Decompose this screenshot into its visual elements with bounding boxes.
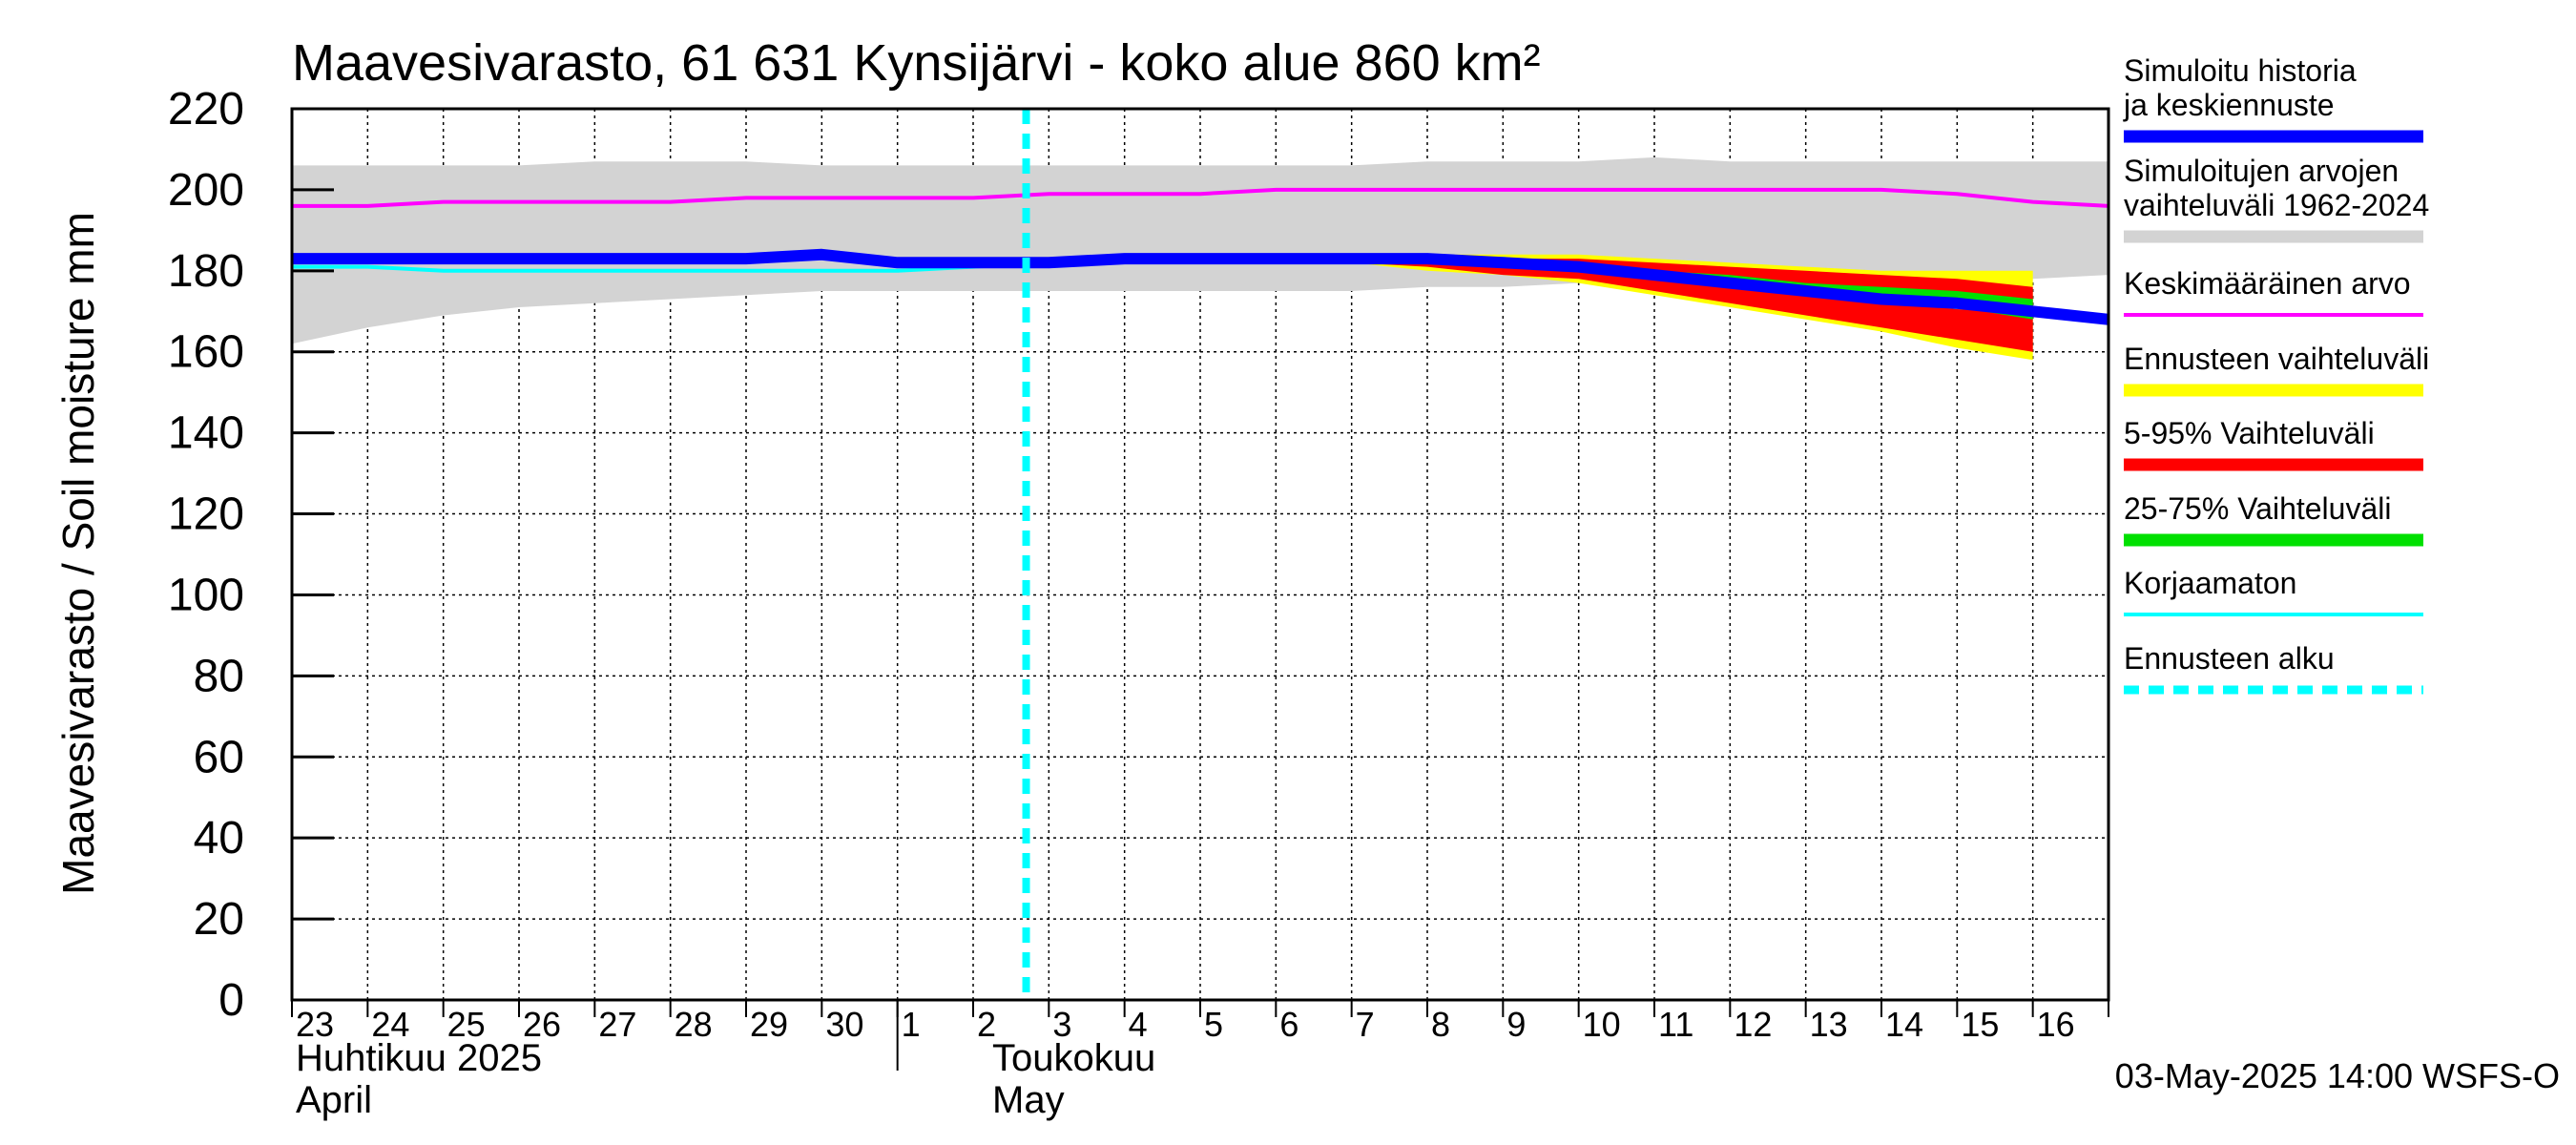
y-tick-label: 0 <box>218 975 244 1026</box>
legend-label: Ennusteen vaihteluväli <box>2124 342 2429 376</box>
x-tick-label: 4 <box>1129 1005 1148 1044</box>
chart-title: Maavesivarasto, 61 631 Kynsijärvi - koko… <box>292 34 1541 92</box>
x-tick-label: 5 <box>1204 1005 1223 1044</box>
month-label-fi: Huhtikuu 2025 <box>296 1037 542 1079</box>
legend-label: 25-75% Vaihteluväli <box>2124 491 2391 526</box>
legend-label: Korjaamaton <box>2124 566 2296 600</box>
x-tick-label: 27 <box>598 1005 636 1044</box>
line-simuloitu-historia-ja-keskiennuste <box>292 248 2109 325</box>
x-tick-label: 25 <box>447 1005 486 1044</box>
y-tick-label: 100 <box>168 570 244 620</box>
x-tick-label: 14 <box>1885 1005 1923 1044</box>
x-tick-label: 16 <box>2037 1005 2075 1044</box>
x-tick-label: 10 <box>1583 1005 1621 1044</box>
x-tick-label: 11 <box>1658 1005 1693 1044</box>
legend-label: vaihteluväli 1962-2024 <box>2124 188 2429 222</box>
band-5-95-vaihteluv-li <box>1049 254 2033 352</box>
x-tick-label: 13 <box>1810 1005 1848 1044</box>
y-tick-label: 200 <box>168 165 244 216</box>
x-tick-label: 8 <box>1431 1005 1450 1044</box>
x-tick-label: 9 <box>1506 1005 1526 1044</box>
x-tick-label: 2 <box>977 1005 996 1044</box>
line-keskim-r-inen-arvo <box>292 187 2109 208</box>
data-lines <box>292 187 2109 325</box>
x-tick-label: 29 <box>750 1005 788 1044</box>
y-axis-label: Maavesivarasto / Soil moisture mm <box>53 212 103 895</box>
month-label-fi: Toukokuu <box>992 1037 1155 1079</box>
footer-timestamp: 03-May-2025 14:00 WSFS-O <box>2115 1056 2560 1095</box>
y-tick-label: 60 <box>194 732 244 782</box>
x-tick-label: 26 <box>523 1005 561 1044</box>
x-tick-label: 12 <box>1734 1005 1772 1044</box>
legend-label: Simuloitu historia <box>2124 53 2357 88</box>
x-tick-label: 1 <box>902 1005 921 1044</box>
y-tick-label: 140 <box>168 408 244 459</box>
legend-label: ja keskiennuste <box>2123 88 2335 122</box>
y-tick-label: 160 <box>168 327 244 378</box>
y-tick-label: 80 <box>194 651 244 701</box>
x-tick-label: 30 <box>825 1005 863 1044</box>
x-tick-label: 24 <box>371 1005 409 1044</box>
x-tick-label: 7 <box>1356 1005 1375 1044</box>
plot-frame <box>290 107 2110 1002</box>
legend-label: Keskimääräinen arvo <box>2124 266 2411 301</box>
y-tick-label: 180 <box>168 246 244 297</box>
x-tick-label: 15 <box>1961 1005 1999 1044</box>
legend-label: 5-95% Vaihteluväli <box>2124 416 2375 450</box>
month-label-en: April <box>296 1079 372 1121</box>
x-tick-label: 6 <box>1279 1005 1298 1044</box>
legend-label: Ennusteen alku <box>2124 641 2335 676</box>
y-tick-label: 220 <box>168 84 244 135</box>
band-simuloitujen-arvojen-vaihteluv-li-1962-2024 <box>292 156 2109 344</box>
x-tick-label: 23 <box>296 1005 334 1044</box>
y-tick-label: 20 <box>194 894 244 945</box>
x-tick-label: 3 <box>1052 1005 1071 1044</box>
x-tick-label: 28 <box>675 1005 713 1044</box>
y-tick-label: 120 <box>168 489 244 540</box>
month-label-en: May <box>992 1079 1065 1121</box>
y-tick-label: 40 <box>194 813 244 864</box>
legend-label: Simuloitujen arvojen <box>2124 154 2399 188</box>
